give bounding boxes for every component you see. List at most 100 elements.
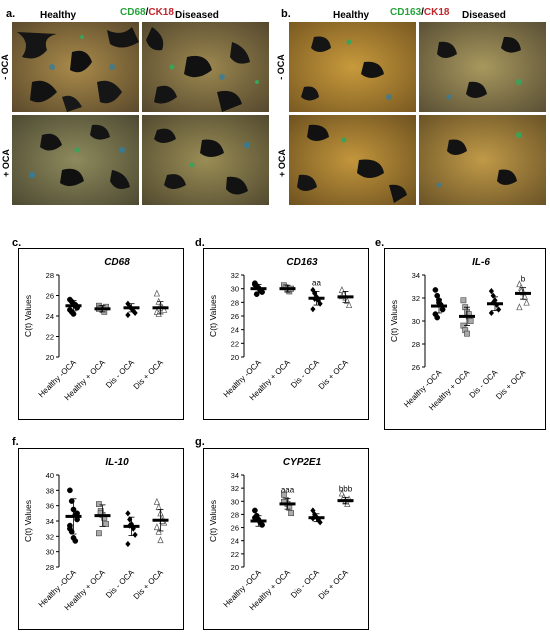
chart-title: CYP2E1 (283, 457, 322, 468)
panel-a-row-minus-oca: - OCA (0, 54, 10, 80)
data-point (434, 314, 441, 321)
panel-b-slash: / (421, 7, 424, 18)
data-point (67, 525, 73, 532)
significance-label: aaa (281, 486, 295, 495)
panel-a-header: CD68/CK18 (120, 7, 174, 18)
y-tick-label: 24 (46, 312, 54, 321)
micrograph-a-diseased-plus-oca (142, 115, 269, 205)
y-tick-label: 28 (231, 510, 239, 519)
y-tick-label: 30 (46, 548, 54, 557)
category-label: Dis + OCA (317, 358, 351, 392)
panel-b-row-plus-oca: + OCA (276, 149, 287, 177)
micrograph-a-healthy-minus-oca (12, 22, 139, 112)
y-tick-label: 34 (231, 471, 239, 480)
data-point (439, 306, 446, 313)
data-point (132, 531, 138, 538)
micrograph-b-diseased-minus-oca (419, 22, 546, 112)
panel-c-label: c. (12, 237, 22, 249)
data-point (155, 527, 162, 535)
micrograph-b-healthy-minus-oca (289, 22, 416, 112)
panel-a-marker-green: CD68 (120, 7, 146, 18)
data-point (460, 297, 467, 304)
data-point (467, 318, 474, 324)
y-tick-label: 40 (46, 471, 54, 480)
data-point (153, 523, 161, 531)
chart-il10: IL-10 28 30 32 34 36 38 40 C(t) Values Healthy -O… (18, 448, 184, 630)
y-tick-label: 26 (231, 312, 239, 321)
micrograph-b-healthy-plus-oca (289, 115, 416, 205)
data-point (310, 306, 316, 313)
y-tick-label: 26 (46, 292, 54, 301)
y-axis-label: C(t) Values (23, 500, 33, 542)
y-tick-label: 38 (46, 486, 54, 495)
y-tick-label: 20 (231, 353, 239, 362)
data-point (464, 330, 470, 337)
significance-label: b (521, 275, 526, 284)
panel-b-label: b. (281, 8, 291, 20)
y-tick-label: 24 (231, 326, 239, 335)
y-tick-label: 36 (46, 502, 54, 511)
y-tick-label: 28 (231, 298, 239, 307)
y-tick-label: 22 (231, 550, 239, 559)
data-point (96, 530, 102, 537)
data-point (516, 303, 523, 311)
y-tick-label: 28 (412, 340, 420, 349)
chart-title: IL-6 (472, 257, 490, 268)
panel-a-row-plus-oca: + OCA (0, 149, 11, 177)
y-tick-label: 30 (231, 285, 239, 294)
data-point (252, 507, 258, 514)
significance-label: bbb (339, 484, 353, 493)
data-point (160, 305, 168, 313)
y-axis-label: C(t) Values (23, 295, 33, 337)
category-label: Dis + OCA (132, 358, 166, 392)
data-point (67, 487, 73, 494)
y-tick-label: 26 (231, 524, 239, 533)
panel-a-slash: / (145, 7, 149, 18)
panel-a-label: a. (6, 8, 16, 20)
chart-title: IL-10 (105, 457, 129, 468)
data-point (72, 538, 79, 544)
data-point (125, 540, 131, 548)
data-point (157, 536, 164, 544)
micrograph-b-diseased-plus-oca (419, 115, 546, 205)
y-axis-label: C(t) Values (389, 300, 399, 342)
data-point (288, 510, 294, 517)
y-tick-label: 22 (46, 333, 54, 342)
panel-b-col-diseased: Diseased (462, 10, 506, 21)
panel-b-marker-green: CD163 (390, 7, 422, 18)
chart-cyp2e1: CYP2E1 20 22 24 26 28 30 32 34 C(t) Values Healthy… (203, 448, 369, 630)
micrograph-a-diseased-minus-oca (142, 22, 269, 112)
panel-b-header: CD163/CK18 (390, 7, 450, 18)
y-tick-label: 32 (412, 294, 420, 303)
chart-title: CD68 (104, 257, 130, 268)
y-axis-label: C(t) Values (208, 295, 218, 337)
category-label: Dis + OCA (132, 568, 166, 602)
y-tick-label: 34 (46, 517, 54, 526)
panel-f-label: f. (12, 436, 19, 448)
panel-d-label: d. (195, 237, 205, 249)
panel-a-col-healthy: Healthy (40, 10, 77, 21)
chart-il6: IL-6 26 28 30 32 34 C(t) Values Healthy -OCA Hea… (384, 248, 546, 430)
category-label: Dis + OCA (317, 568, 351, 602)
panel-a-col-diseased: Diseased (175, 10, 219, 21)
panel-b-marker-red: CK18 (423, 7, 450, 18)
y-tick-label: 30 (412, 317, 420, 326)
y-tick-label: 22 (231, 339, 239, 348)
y-tick-label: 26 (412, 363, 420, 372)
significance-label: aa (312, 278, 321, 287)
data-point (96, 501, 102, 508)
data-point (523, 298, 530, 306)
chart-cd163: CD163 20 22 24 26 28 30 32 C(t) Values Healthy -O… (203, 248, 369, 420)
chart-title: CD163 (286, 257, 318, 268)
data-point (125, 311, 131, 319)
data-point (259, 522, 265, 528)
data-point (345, 301, 353, 309)
y-tick-label: 20 (231, 563, 239, 572)
panel-b-col-healthy: Healthy (333, 10, 370, 21)
y-tick-label: 28 (46, 563, 54, 572)
y-tick-label: 28 (46, 271, 54, 280)
panel-b-row-minus-oca: - OCA (275, 54, 286, 80)
panel-a-marker-red: CK18 (148, 7, 174, 18)
category-label: Dis + OCA (494, 368, 528, 402)
data-point (153, 289, 161, 297)
